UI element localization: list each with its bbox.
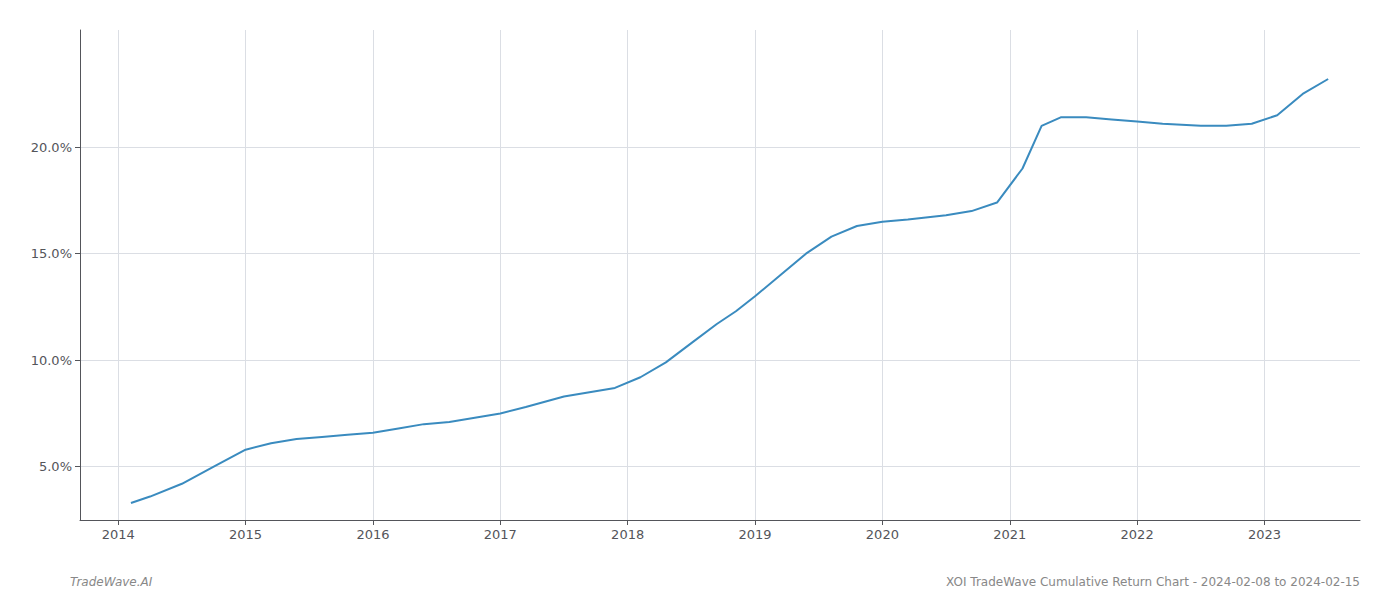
svg-text:2021: 2021 [993,527,1026,542]
svg-text:5.0%: 5.0% [39,459,72,474]
svg-text:15.0%: 15.0% [31,246,72,261]
svg-text:2016: 2016 [356,527,389,542]
svg-text:10.0%: 10.0% [31,353,72,368]
svg-text:2023: 2023 [1248,527,1281,542]
svg-text:2019: 2019 [738,527,771,542]
svg-text:2014: 2014 [102,527,135,542]
svg-text:2022: 2022 [1121,527,1154,542]
svg-text:2018: 2018 [611,527,644,542]
svg-text:TradeWave.AI: TradeWave.AI [70,575,153,589]
svg-text:2020: 2020 [866,527,899,542]
svg-text:XOI TradeWave Cumulative Retur: XOI TradeWave Cumulative Return Chart - … [946,575,1360,589]
svg-text:2015: 2015 [229,527,262,542]
svg-text:2017: 2017 [484,527,517,542]
svg-text:20.0%: 20.0% [31,140,72,155]
